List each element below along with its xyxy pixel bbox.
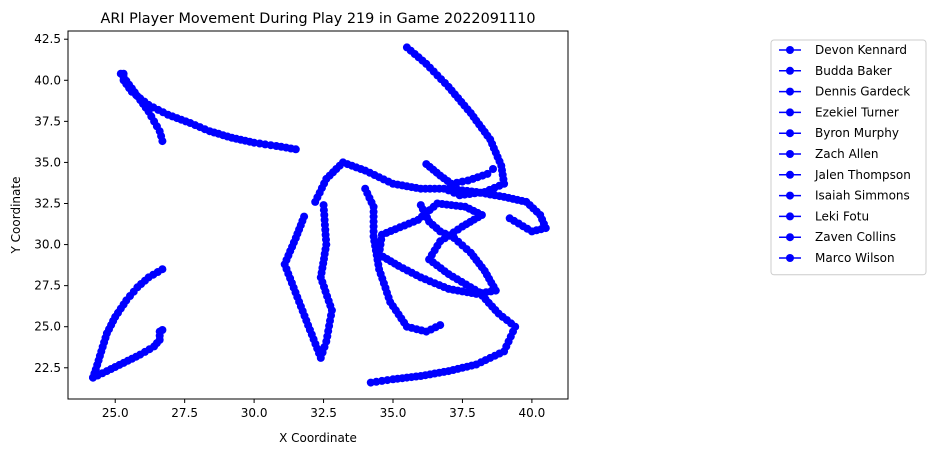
- legend-item: Dennis Gardeck: [779, 85, 910, 99]
- legend-label: Ezekiel Turner: [815, 105, 899, 119]
- legend-item: Isaiah Simmons: [779, 189, 910, 203]
- legend-marker: [786, 87, 794, 96]
- legend-item: Byron Murphy: [779, 126, 899, 140]
- legend-item: Ezekiel Turner: [779, 105, 899, 119]
- legend-item: Zach Allen: [779, 147, 878, 161]
- legend-marker: [786, 46, 794, 54]
- legend-marker: [786, 233, 794, 242]
- y-tick-label: 37.5: [34, 114, 61, 128]
- legend-item: Leki Fotu: [779, 209, 869, 223]
- x-tick-label: 32.5: [310, 406, 337, 420]
- legend-item: Zaven Collins: [779, 230, 896, 244]
- data-point: [489, 165, 497, 173]
- legend-label: Jalen Thompson: [814, 168, 911, 182]
- data-point: [158, 326, 167, 334]
- x-tick-label: 30.0: [241, 406, 268, 420]
- legend-label: Budda Baker: [815, 64, 892, 78]
- y-tick-label: 32.5: [34, 197, 61, 211]
- legend-item: Jalen Thompson: [779, 168, 911, 182]
- series-zach-allen: [311, 158, 550, 236]
- series-budda-baker: [116, 69, 300, 154]
- legend-label: Isaiah Simmons: [815, 189, 910, 203]
- series-byron-murphy: [402, 43, 509, 200]
- legend-label: Dennis Gardeck: [815, 85, 910, 99]
- y-tick-label: 25.0: [34, 320, 61, 334]
- legend-marker: [786, 150, 794, 158]
- data-point: [119, 76, 128, 85]
- legend-marker: [786, 191, 794, 200]
- legend-item: Marco Wilson: [779, 251, 895, 265]
- y-tick-label: 30.0: [34, 238, 61, 252]
- series-isaiah-simmons: [361, 184, 445, 336]
- x-tick-label: 25.0: [102, 406, 129, 420]
- series-marco-wilson: [422, 160, 497, 188]
- y-axis: 22.5 25.0 27.5 30.0 32.5 35.0 37.5 40.0 42.5: [34, 32, 68, 375]
- legend-marker: [786, 170, 794, 179]
- y-tick-label: 27.5: [34, 279, 61, 293]
- x-tick-label: 37.5: [449, 406, 476, 420]
- x-tick-label: 40.0: [519, 406, 546, 420]
- legend-marker: [786, 66, 794, 75]
- x-tick-label: 27.5: [171, 406, 198, 420]
- legend-item: Budda Baker: [779, 64, 892, 78]
- y-tick-label: 35.0: [34, 155, 61, 169]
- plot-frame: [67, 30, 569, 400]
- data-point: [436, 321, 445, 330]
- x-axis-label: X Coordinate: [279, 431, 357, 445]
- legend-label: Marco Wilson: [815, 251, 895, 265]
- legend: Devon Kennard Budda Baker Dennis Gardeck Ez…: [770, 39, 927, 276]
- legend-marker: [786, 254, 794, 262]
- legend-label: Devon Kennard: [815, 43, 907, 57]
- legend-frame: [770, 39, 927, 276]
- legend-marker: [786, 129, 794, 138]
- data-point: [116, 69, 125, 78]
- legend-marker: [786, 212, 794, 221]
- series-zaven-collins: [375, 201, 500, 298]
- x-tick-label: 35.0: [380, 406, 407, 420]
- data-point: [505, 214, 514, 223]
- y-tick-label: 22.5: [34, 361, 61, 375]
- legend-label: Zaven Collins: [815, 230, 896, 244]
- y-tick-label: 42.5: [34, 32, 61, 46]
- x-axis: 25.0 27.5 30.0 32.5 35.0 37.5 40.0: [102, 399, 545, 420]
- y-tick-label: 40.0: [34, 73, 61, 87]
- plot-area: [89, 43, 550, 387]
- y-axis-label: Y Coordinate: [9, 177, 23, 255]
- legend-label: Byron Murphy: [815, 126, 899, 140]
- legend-label: Leki Fotu: [815, 209, 869, 223]
- data-point: [319, 201, 328, 210]
- series-jalen-thompson: [280, 201, 336, 362]
- legend-marker: [786, 108, 794, 117]
- chart-title: ARI Player Movement During Play 219 in G…: [100, 11, 535, 27]
- series-ezekiel-turner: [89, 326, 167, 382]
- legend-item: Devon Kennard: [779, 43, 907, 57]
- data-point: [483, 169, 492, 178]
- legend-label: Zach Allen: [815, 147, 878, 161]
- data-point: [416, 201, 425, 210]
